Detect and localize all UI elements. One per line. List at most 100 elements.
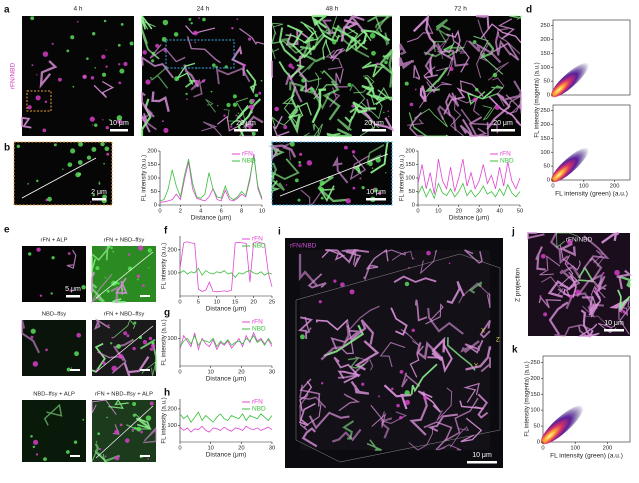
spot	[32, 361, 39, 367]
fibre	[350, 380, 370, 395]
spot	[117, 282, 120, 285]
panel-label: h	[164, 388, 170, 399]
fibre	[436, 387, 453, 421]
spot	[448, 262, 451, 265]
spot	[92, 124, 94, 126]
image-title: 24 h	[197, 6, 210, 13]
fibre	[432, 29, 450, 52]
spot	[540, 253, 546, 259]
spot	[188, 17, 192, 21]
fibre	[201, 121, 223, 137]
spot	[95, 266, 100, 271]
fibre	[486, 294, 491, 309]
spot	[70, 148, 76, 154]
spot	[102, 361, 106, 365]
fibre	[338, 393, 361, 412]
spot	[148, 267, 150, 269]
scale-bar	[92, 198, 106, 201]
y-tick-label: 100	[540, 65, 550, 71]
fibre	[332, 26, 367, 52]
y-tick-label: 50	[544, 79, 550, 85]
spot	[141, 284, 145, 288]
spot	[333, 90, 336, 93]
spot	[39, 294, 43, 297]
axis-tag: X	[481, 329, 485, 335]
y-axis-label: FL intensity (a.u.)	[162, 243, 168, 289]
spot	[76, 332, 82, 338]
y-tick-label: 100	[167, 336, 177, 342]
x-tick-label: 20	[238, 370, 244, 376]
image-title: rFN + NBD–ffsy	[104, 238, 145, 244]
fibre	[535, 246, 546, 271]
spot	[133, 426, 137, 430]
fibre	[313, 72, 320, 96]
fibre	[476, 15, 490, 30]
x-axis-label: Distance (μm)	[191, 215, 232, 222]
fibre	[352, 101, 377, 114]
fibre	[423, 134, 450, 137]
spot	[103, 162, 105, 165]
density-cloud	[551, 147, 589, 183]
spot	[142, 50, 147, 55]
spot	[127, 266, 133, 271]
fibre	[556, 232, 579, 249]
fibre	[91, 399, 117, 415]
x-tick-label: 2	[179, 209, 182, 215]
fibre	[281, 141, 294, 161]
fibre	[285, 23, 314, 45]
spot	[388, 115, 390, 118]
fibre	[299, 403, 322, 431]
spot	[614, 269, 620, 276]
fibre	[333, 356, 360, 378]
y-tick-label: 250	[530, 360, 540, 366]
fibre	[463, 382, 480, 403]
y-axis-label: FL intensity (a.u.)	[142, 155, 148, 201]
fibre	[108, 398, 129, 409]
scale-bar	[66, 295, 80, 298]
fibre	[270, 162, 286, 191]
spot	[236, 18, 239, 20]
spot	[77, 160, 83, 165]
spot	[104, 146, 110, 152]
spot	[147, 248, 152, 253]
scale-bar	[140, 295, 150, 297]
spot	[27, 183, 29, 185]
spot	[119, 68, 125, 74]
scale-bar	[140, 369, 150, 371]
fibre	[460, 340, 480, 354]
fibre	[267, 144, 297, 158]
x-axis-label: Distance (μm)	[206, 452, 247, 459]
fibre	[464, 339, 484, 354]
spot	[35, 95, 41, 101]
spot	[310, 87, 315, 93]
x-tick-label: 10	[207, 370, 213, 376]
fibre	[437, 444, 462, 451]
spot	[151, 51, 155, 55]
scale-bar-label: 20 μm	[493, 120, 513, 127]
spot	[258, 91, 262, 95]
x-tick-label: 10	[435, 209, 441, 215]
legend-label: NBD	[500, 158, 514, 165]
fibre	[558, 254, 574, 288]
micrograph-texture	[21, 16, 134, 133]
x-tick-label: 20	[238, 446, 244, 452]
spot	[112, 250, 115, 253]
spot	[35, 453, 39, 456]
image-title: NBD–ffsy + ALP	[33, 392, 75, 398]
fibre	[270, 158, 300, 181]
fibre	[427, 343, 453, 373]
spot	[602, 271, 605, 275]
fibre	[186, 36, 221, 64]
y-tick-label: 0	[537, 440, 540, 446]
spot	[129, 41, 134, 46]
fibre	[437, 105, 457, 131]
panel-label: d	[526, 5, 532, 16]
fibre	[205, 98, 216, 113]
fibre	[447, 337, 476, 371]
spot	[145, 79, 151, 85]
spot	[404, 81, 409, 86]
spot	[98, 181, 101, 183]
micrograph-texture	[297, 248, 492, 451]
spot	[190, 21, 193, 25]
